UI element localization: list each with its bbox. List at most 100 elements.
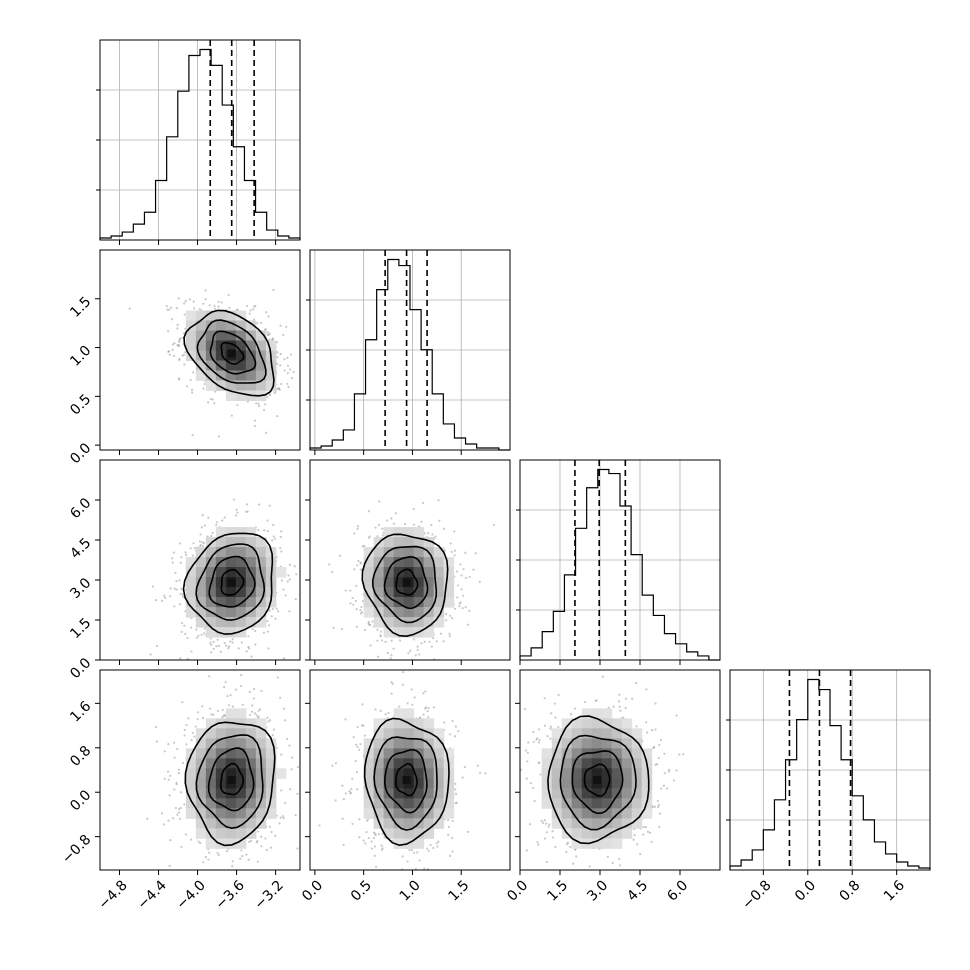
sample-point: [453, 735, 457, 738]
sample-point: [190, 739, 193, 742]
density-cell: [215, 758, 227, 769]
sample-point: [381, 534, 385, 537]
density-cell: [195, 370, 207, 381]
density-cell: [235, 617, 247, 628]
sample-point: [217, 644, 220, 647]
density-cell: [403, 627, 415, 638]
sample-point: [448, 854, 452, 857]
sample-point: [177, 768, 181, 771]
sample-point: [256, 860, 259, 863]
sample-point: [275, 607, 278, 610]
sample-point: [268, 719, 272, 722]
sample-point: [289, 353, 293, 356]
density-cell: [373, 808, 385, 819]
density-cell: [255, 597, 267, 608]
density-cell: [383, 607, 395, 618]
sample-point: [270, 830, 273, 834]
sample-point: [331, 570, 334, 574]
sample-point: [178, 542, 182, 545]
sample-point: [348, 790, 351, 793]
density-cell: [225, 607, 237, 618]
density-cell: [413, 557, 425, 568]
density-cell: [433, 597, 445, 608]
sample-point: [207, 516, 210, 519]
sample-point: [359, 608, 362, 612]
sample-point: [296, 765, 299, 769]
sample-point: [296, 792, 299, 795]
sample-point: [460, 574, 463, 577]
density-cell: [373, 597, 385, 608]
sample-point: [349, 589, 352, 592]
density-cell: [245, 587, 257, 598]
sample-point: [359, 612, 363, 615]
sample-point: [464, 551, 467, 554]
density-cell: [393, 617, 405, 628]
sample-point: [178, 579, 181, 582]
sample-point: [414, 867, 417, 870]
density-cell: [433, 567, 445, 578]
contour-line: [184, 721, 276, 847]
sample-point: [412, 507, 415, 511]
density-cell: [393, 547, 405, 558]
sample-point: [212, 713, 215, 716]
density-cell: [185, 607, 197, 618]
sample-point: [179, 592, 182, 595]
density-cell: [255, 798, 267, 809]
sample-point: [251, 704, 254, 707]
density-cell: [423, 557, 435, 568]
sample-point: [294, 597, 297, 601]
sample-point: [273, 537, 277, 540]
sample-point: [390, 692, 393, 695]
density-cell: [235, 708, 247, 719]
sample-point: [223, 714, 226, 717]
sample-point: [181, 621, 184, 625]
density-cell: [185, 330, 197, 341]
sample-point: [455, 792, 458, 796]
sample-point: [265, 848, 268, 851]
sample-point: [266, 331, 269, 334]
sample-point: [406, 860, 409, 863]
histogram-step: [519, 468, 720, 661]
sample-point: [176, 747, 179, 751]
sample-point: [179, 337, 182, 340]
density-cell: [195, 828, 207, 839]
sample-point: [386, 519, 389, 522]
density-cell: [225, 708, 237, 719]
sample-point: [374, 865, 378, 868]
sample-point: [452, 878, 454, 880]
sample-point: [424, 690, 427, 693]
sample-point: [460, 588, 463, 591]
sample-point: [257, 404, 261, 408]
sample-point: [208, 851, 211, 854]
sample-point: [280, 579, 284, 582]
density-cell: [403, 537, 415, 548]
sample-point: [427, 706, 430, 710]
sample-point: [340, 627, 343, 631]
sample-point: [167, 778, 170, 781]
sample-point: [279, 352, 282, 356]
sample-point: [245, 503, 249, 506]
sample-point: [167, 742, 170, 746]
sample-point: [276, 415, 279, 418]
density-cell: [235, 320, 247, 331]
sample-point: [276, 676, 279, 679]
density-cell: [373, 738, 385, 749]
sample-point: [457, 730, 460, 733]
sample-point: [178, 340, 181, 343]
sample-point: [280, 530, 283, 533]
density-cell: [205, 788, 217, 799]
sample-point: [276, 362, 279, 365]
density-cell: [195, 360, 207, 371]
sample-point: [355, 607, 358, 611]
sample-point: [216, 851, 219, 855]
sample-point: [392, 522, 396, 525]
sample-point: [268, 504, 271, 507]
sample-point: [442, 640, 445, 643]
sample-point: [293, 565, 296, 568]
sample-point: [202, 861, 205, 864]
density-cell: [225, 838, 237, 849]
sample-point: [267, 333, 270, 336]
sample-point: [373, 845, 377, 848]
density-cell: [195, 778, 207, 789]
sample-point: [341, 784, 344, 787]
